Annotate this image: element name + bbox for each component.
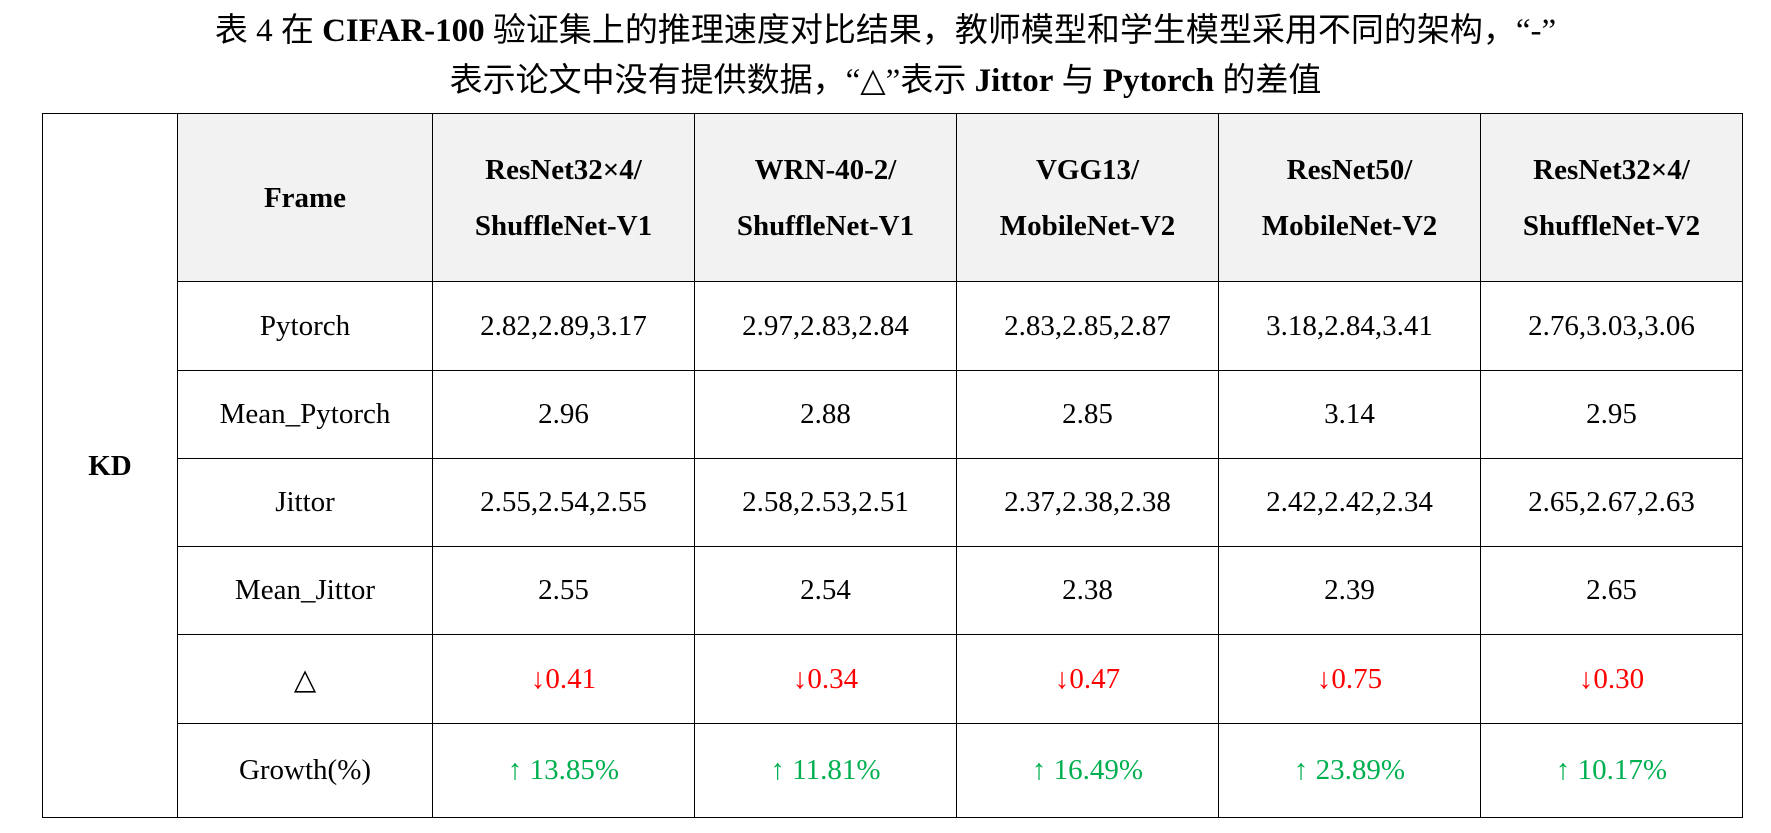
- table-cell: 2.82,2.89,3.17: [432, 281, 695, 371]
- column-header-bottom: MobileNet-V2: [1261, 209, 1438, 242]
- delta-value: 0.34: [807, 662, 859, 695]
- caption-jittor: Jittor: [974, 63, 1054, 99]
- delta-cell: ↓0.34: [694, 634, 957, 724]
- table-cell: 2.83,2.85,2.87: [956, 281, 1219, 371]
- growth-cell: ↑ 16.49%: [956, 722, 1219, 819]
- table-cell: 3.14: [1218, 369, 1481, 459]
- arrow-up-icon: ↑: [1031, 753, 1047, 786]
- arrow-down-icon: ↓: [792, 662, 808, 695]
- delta-value: 0.75: [1331, 662, 1383, 695]
- table-caption: 表 4 在 CIFAR-100 验证集上的推理速度对比结果，教师模型和学生模型采…: [0, 6, 1771, 106]
- table-cell: 2.38: [956, 546, 1219, 636]
- row-label-delta: △: [177, 634, 433, 724]
- delta-value: 0.30: [1593, 662, 1645, 695]
- row-label: Mean_Jittor: [177, 546, 433, 636]
- table-row-mean-pytorch: Mean_Pytorch 2.96 2.88 2.85 3.14 2.95: [43, 369, 1743, 459]
- caption-dataset: CIFAR-100: [322, 13, 485, 49]
- row-label: Pytorch: [177, 281, 433, 371]
- column-header-top: WRN-40-2/: [754, 153, 897, 186]
- column-header: WRN-40-2/ShuffleNet-V1: [694, 112, 957, 283]
- table-cell: 2.96: [432, 369, 695, 459]
- table-cell: 2.85: [956, 369, 1219, 459]
- column-header-bottom: ShuffleNet-V2: [1522, 209, 1701, 242]
- table-cell: 2.55,2.54,2.55: [432, 457, 695, 548]
- table-row-pytorch: Pytorch 2.82,2.89,3.17 2.97,2.83,2.84 2.…: [43, 281, 1743, 371]
- table-row-jittor: Jittor 2.55,2.54,2.55 2.58,2.53,2.51 2.3…: [43, 457, 1743, 548]
- row-label: Mean_Pytorch: [177, 369, 433, 459]
- column-header: ResNet32×4/ShuffleNet-V2: [1480, 112, 1743, 283]
- caption-line-1: 表 4 在 CIFAR-100 验证集上的推理速度对比结果，教师模型和学生模型采…: [0, 6, 1771, 56]
- delta-value: 0.41: [545, 662, 597, 695]
- growth-value: 23.89%: [1315, 753, 1406, 786]
- caption-line1-suffix: 验证集上的推理速度对比结果，教师模型和学生模型采用不同的架构，“-”: [484, 13, 1557, 49]
- table-cell: 2.58,2.53,2.51: [694, 457, 957, 548]
- growth-value: 11.81%: [792, 753, 881, 786]
- arrow-up-icon: ↑: [1555, 753, 1571, 786]
- column-header-top: VGG13/: [1035, 153, 1140, 186]
- growth-cell: ↑ 11.81%: [694, 722, 957, 819]
- table-cell: 2.88: [694, 369, 957, 459]
- caption-line2-mid: 与: [1053, 63, 1103, 99]
- column-header-top: ResNet32×4/: [1533, 153, 1690, 186]
- column-header: ResNet50/MobileNet-V2: [1218, 112, 1481, 283]
- table-cell: 2.42,2.42,2.34: [1218, 457, 1481, 548]
- delta-cell: ↓0.41: [432, 634, 695, 724]
- row-label: Jittor: [177, 457, 433, 548]
- table-cell: 2.37,2.38,2.38: [956, 457, 1219, 548]
- growth-value: 16.49%: [1053, 753, 1144, 786]
- table-cell: 3.18,2.84,3.41: [1218, 281, 1481, 371]
- table-cell: 2.54: [694, 546, 957, 636]
- growth-value: 13.85%: [529, 753, 620, 786]
- arrow-down-icon: ↓: [1316, 662, 1332, 695]
- caption-line1-prefix: 表 4 在: [214, 13, 323, 49]
- caption-line2-prefix: 表示论文中没有提供数据，“△”表示: [449, 63, 975, 99]
- column-header: VGG13/MobileNet-V2: [956, 112, 1219, 283]
- delta-cell: ↓0.30: [1480, 634, 1743, 724]
- growth-cell: ↑ 13.85%: [432, 722, 695, 819]
- table-cell: 2.55: [432, 546, 695, 636]
- frame-header: Frame: [177, 112, 433, 283]
- caption-line2-suffix: 的差值: [1214, 63, 1322, 99]
- delta-cell: ↓0.75: [1218, 634, 1481, 724]
- table-row-mean-jittor: Mean_Jittor 2.55 2.54 2.38 2.39 2.65: [43, 546, 1743, 636]
- delta-value: 0.47: [1069, 662, 1121, 695]
- column-header-top: ResNet50/: [1286, 153, 1413, 186]
- column-header: ResNet32×4/ShuffleNet-V1: [432, 112, 695, 283]
- arrow-down-icon: ↓: [1578, 662, 1594, 695]
- header-row: KD Frame ResNet32×4/ShuffleNet-V1 WRN-40…: [42, 112, 1743, 818]
- arrow-down-icon: ↓: [1054, 662, 1070, 695]
- inference-speed-table: KD Frame ResNet32×4/ShuffleNet-V1 WRN-40…: [42, 112, 1743, 819]
- arrow-down-icon: ↓: [530, 662, 546, 695]
- row-label-growth: Growth(%): [177, 722, 433, 819]
- arrow-up-icon: ↑: [507, 753, 523, 786]
- growth-cell: ↑ 10.17%: [1480, 722, 1743, 819]
- column-header-bottom: MobileNet-V2: [999, 209, 1176, 242]
- column-header-top: ResNet32×4/: [485, 153, 642, 186]
- column-header-bottom: ShuffleNet-V1: [474, 209, 653, 242]
- table-row-growth: Growth(%) ↑ 13.85% ↑ 11.81% ↑ 16.49% ↑ 2…: [43, 722, 1743, 819]
- table-cell: 2.65: [1480, 546, 1743, 636]
- table-row-delta: △ ↓0.41 ↓0.34 ↓0.47 ↓0.75 ↓0.30: [43, 634, 1743, 724]
- arrow-up-icon: ↑: [1293, 753, 1309, 786]
- table-cell: 2.95: [1480, 369, 1743, 459]
- growth-value: 10.17%: [1577, 753, 1668, 786]
- caption-line-2: 表示论文中没有提供数据，“△”表示 Jittor 与 Pytorch 的差值: [0, 56, 1771, 106]
- arrow-up-icon: ↑: [770, 753, 785, 786]
- table-cell: 2.39: [1218, 546, 1481, 636]
- group-label-kd: KD: [42, 113, 178, 818]
- delta-cell: ↓0.47: [956, 634, 1219, 724]
- caption-pytorch: Pytorch: [1102, 63, 1215, 99]
- growth-cell: ↑ 23.89%: [1218, 722, 1481, 819]
- table-cell: 2.76,3.03,3.06: [1480, 281, 1743, 371]
- column-header-bottom: ShuffleNet-V1: [736, 209, 915, 242]
- table-cell: 2.97,2.83,2.84: [694, 281, 957, 371]
- table-cell: 2.65,2.67,2.63: [1480, 457, 1743, 548]
